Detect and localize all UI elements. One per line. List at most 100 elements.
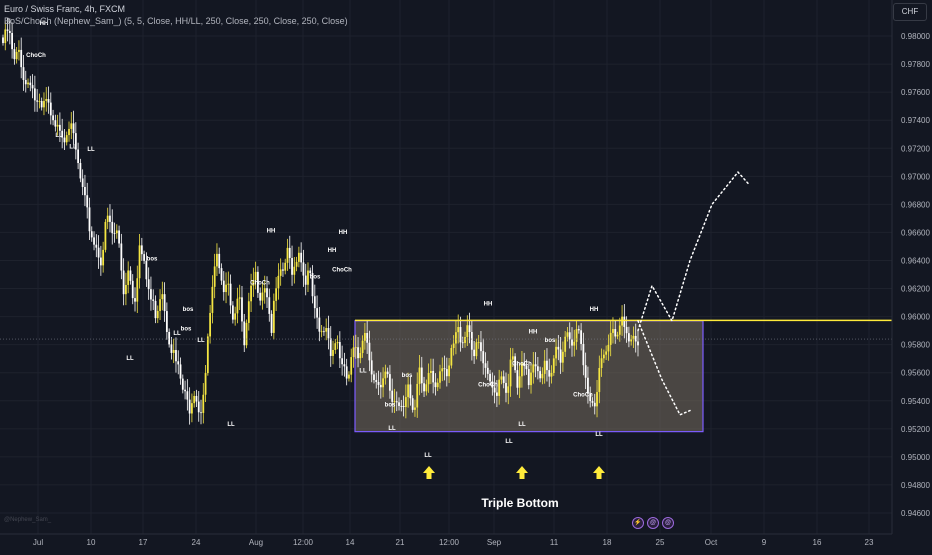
- candle-body: [70, 123, 73, 129]
- candle-body: [587, 377, 589, 394]
- candle-body: [97, 247, 100, 258]
- up-arrow-icon: [593, 466, 605, 479]
- candle-body: [580, 330, 583, 344]
- candle-body: [443, 368, 446, 370]
- structure-label: LL: [55, 133, 63, 139]
- candle-body: [634, 335, 637, 342]
- candle-body: [211, 286, 214, 313]
- structure-label: ChoCh: [26, 53, 46, 59]
- candle-body: [65, 135, 68, 143]
- candle-body: [275, 288, 278, 301]
- candle-body: [154, 300, 157, 319]
- candle-body: [425, 384, 428, 392]
- candle-body: [227, 283, 230, 285]
- structure-label: HH: [590, 307, 599, 313]
- y-tick-label: 0.97800: [901, 60, 930, 69]
- x-tick-label: 17: [139, 538, 148, 547]
- up-arrow-icon: [423, 466, 435, 479]
- candle-body: [45, 98, 48, 101]
- candle-body: [27, 82, 29, 85]
- candle-body: [325, 328, 328, 332]
- structure-label: LL: [126, 356, 134, 362]
- candle-body: [352, 347, 355, 358]
- x-tick-label: 24: [192, 538, 201, 547]
- y-tick-label: 0.97400: [901, 116, 930, 125]
- candle-body: [548, 370, 551, 377]
- author-icon[interactable]: @: [647, 517, 659, 529]
- x-tick-label: Sep: [487, 538, 502, 547]
- candle-body: [74, 133, 77, 150]
- candle-body: [24, 79, 27, 85]
- candle-body: [323, 331, 325, 333]
- x-tick-label: 23: [865, 538, 874, 547]
- candle-body: [373, 374, 375, 381]
- x-tick-label: Jul: [33, 538, 43, 547]
- candle-body: [145, 260, 148, 280]
- candle-body: [109, 215, 111, 222]
- indicator-title[interactable]: BoS/ChoCh (Nephew_Sam_) (5, 5, Close, HH…: [4, 16, 348, 26]
- candle-body: [539, 371, 542, 379]
- x-tick-label: 12:00: [439, 538, 460, 547]
- candle-body: [318, 317, 321, 332]
- candle-body: [409, 384, 412, 399]
- candle-body: [329, 338, 332, 356]
- candle-body: [234, 313, 237, 320]
- structure-label: LL: [388, 426, 396, 432]
- candle-body: [439, 371, 441, 383]
- candle-body: [525, 365, 528, 370]
- y-tick-label: 0.94800: [901, 481, 930, 490]
- candle-body: [184, 389, 186, 392]
- author-icon-2[interactable]: @: [662, 517, 674, 529]
- candle-body: [279, 269, 282, 276]
- candle-body: [134, 298, 136, 302]
- structure-label: bos: [545, 338, 556, 344]
- candle-body: [131, 280, 134, 299]
- structure-label: LL: [359, 369, 367, 375]
- y-tick-label: 0.97600: [901, 88, 930, 97]
- y-axis: 0.94600 0.94800 0.95000 0.95200 0.95400 0.956…: [891, 0, 932, 550]
- y-tick-label: 0.97200: [901, 144, 930, 153]
- candle-body: [291, 257, 293, 275]
- candle-body: [418, 367, 421, 384]
- candle-body: [341, 358, 344, 365]
- candle-body: [614, 329, 617, 337]
- bottom-icons: ⚡ @ @: [632, 517, 674, 529]
- structure-label: ChoCh: [512, 362, 532, 368]
- candle-body: [252, 280, 255, 286]
- candle-body: [313, 296, 316, 309]
- candle-body: [286, 247, 289, 263]
- candle-body: [402, 405, 405, 408]
- candle-body: [434, 382, 437, 388]
- candle-body: [311, 273, 314, 297]
- candle-body: [284, 262, 287, 271]
- structure-label: LL: [87, 147, 95, 153]
- y-tick-label: 0.95200: [901, 425, 930, 434]
- candle-body: [400, 405, 403, 407]
- currency-selector[interactable]: CHF: [893, 3, 927, 21]
- candle-body: [436, 382, 439, 388]
- symbol-title[interactable]: Euro / Swiss Franc, 4h, FXCM: [4, 4, 126, 14]
- candle-body: [630, 339, 633, 342]
- structure-label: HH: [267, 228, 276, 234]
- x-tick-label: 11: [550, 538, 559, 547]
- boost-icon[interactable]: ⚡: [632, 517, 644, 529]
- candles-layer: [2, 17, 639, 425]
- candle-body: [450, 347, 453, 366]
- candle-body: [195, 395, 198, 402]
- candle-body: [115, 230, 118, 234]
- candle-body: [523, 363, 526, 366]
- candle-body: [257, 271, 259, 293]
- candle-body: [179, 364, 182, 379]
- candle-body: [216, 253, 218, 267]
- candle-body: [13, 49, 16, 60]
- candle-body: [295, 261, 298, 267]
- candle-body: [375, 380, 378, 382]
- candle-body: [334, 343, 337, 350]
- structure-label: HH: [529, 329, 538, 335]
- candle-body: [68, 128, 70, 136]
- x-tick-label: Aug: [249, 538, 263, 547]
- candle-body: [104, 221, 107, 250]
